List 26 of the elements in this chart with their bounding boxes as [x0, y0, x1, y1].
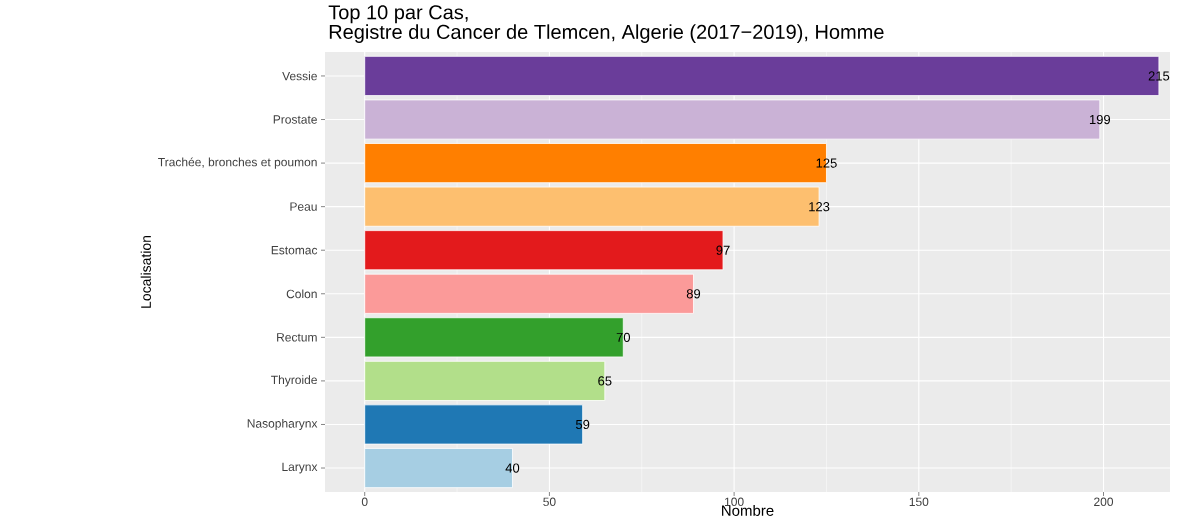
- x-tick-label: 100: [725, 497, 744, 507]
- y-tick-label: Colon: [286, 289, 317, 299]
- y-tick-label: Larynx: [282, 462, 318, 474]
- data-label: 89: [686, 289, 701, 299]
- y-tick-label: Vessie: [282, 71, 317, 81]
- data-label: 40: [505, 463, 520, 473]
- x-tick-label: 150: [909, 497, 929, 507]
- y-tick-label: Estomac: [271, 246, 318, 255]
- x-tick-label: 50: [543, 497, 556, 507]
- data-label: 199: [1089, 114, 1111, 125]
- y-tick-label: Peau: [290, 202, 317, 211]
- y-tick-label: Rectum: [277, 333, 317, 342]
- y-tick-label: Nasopharynx: [247, 418, 318, 431]
- x-tick-label: 0: [361, 497, 368, 507]
- data-label: 123: [809, 202, 830, 212]
- x-axis-title: Nombre: [722, 504, 774, 516]
- data-label: 215: [1148, 71, 1170, 81]
- y-tick-label: Thyroide: [271, 375, 317, 387]
- data-label: 70: [616, 332, 631, 342]
- data-label: 65: [598, 376, 612, 386]
- chart-subtitle: Registre du Cancer de Tlemcen, Algerie (2017−2019), Homme: [329, 24, 884, 43]
- x-tick-label: 200: [1094, 497, 1114, 507]
- chart-title: Top 10 par Cas,: [328, 5, 468, 24]
- y-tick-label: Prostate: [273, 115, 317, 124]
- y-tick-label: Trachée, bronches et poumon: [158, 157, 317, 169]
- y-axis-title: Localisation: [140, 235, 151, 308]
